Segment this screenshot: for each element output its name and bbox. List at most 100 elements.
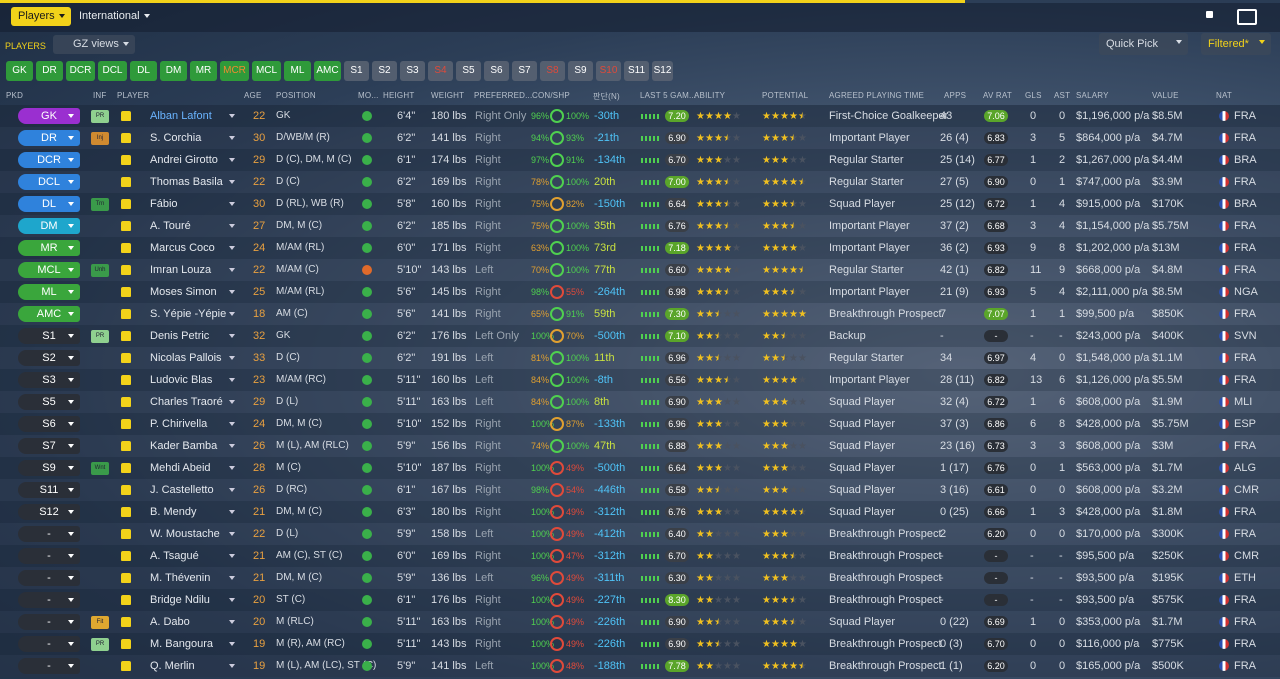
column-header[interactable]: POTENTIAL	[762, 91, 809, 100]
filter-button[interactable]: S9	[568, 61, 593, 81]
column-header[interactable]: AV RAT	[983, 91, 1012, 100]
filter-button[interactable]: S10	[596, 61, 621, 81]
filter-button[interactable]: DL	[130, 61, 157, 81]
player-name[interactable]: A. Dabo	[150, 616, 190, 628]
column-header[interactable]: NAT	[1216, 91, 1233, 100]
filter-button[interactable]: S1	[344, 61, 369, 81]
column-header[interactable]: PKD	[6, 91, 24, 100]
player-name[interactable]: Denis Petric	[150, 330, 210, 342]
quick-pick[interactable]: Quick Pick	[1099, 33, 1188, 55]
filter-button[interactable]: S8	[540, 61, 565, 81]
filter-button[interactable]: DCR	[66, 61, 95, 81]
column-header[interactable]: AGREED PLAYING TIME	[829, 91, 925, 100]
player-row[interactable]: AMC S. Yépie -Yépie 18 AM (C) 5'6" 141 lbs Rig…	[0, 303, 1280, 325]
pkd-badge[interactable]: S1	[18, 328, 80, 344]
pkd-badge[interactable]: S5	[18, 394, 80, 410]
filter-button[interactable]: MR	[190, 61, 217, 81]
pkd-badge[interactable]: ML	[18, 284, 80, 300]
column-header[interactable]: LAST 5 GAM...	[640, 91, 697, 100]
row-menu[interactable]	[229, 378, 235, 385]
pkd-badge[interactable]: S9	[18, 460, 80, 476]
pkd-badge[interactable]: GK	[18, 108, 80, 124]
player-row[interactable]: DR Inj S. Corchia 30 D/WB/M (R) 6'2" 141 lbs Ri…	[0, 127, 1280, 149]
player-name[interactable]: Andrei Girotto	[150, 154, 218, 166]
player-name[interactable]: Kader Bamba	[150, 440, 218, 452]
player-row[interactable]: - Fit A. Dabo 20 M (RLC) 5'11" 163 lbs Right 100…	[0, 611, 1280, 633]
pkd-badge[interactable]: -	[18, 658, 80, 674]
row-menu[interactable]	[229, 510, 235, 517]
filter-button[interactable]: MCR	[220, 61, 249, 81]
player-row[interactable]: S6 P. Chirivella 24 DM, M (C) 5'10" 152 lbs Ri…	[0, 413, 1280, 435]
filter-button[interactable]: GK	[6, 61, 33, 81]
row-menu[interactable]	[229, 532, 235, 539]
tab[interactable]: International	[72, 7, 156, 26]
player-name[interactable]: Q. Merlin	[150, 660, 195, 672]
filter-button[interactable]: S3	[400, 61, 425, 81]
player-row[interactable]: MR Marcus Coco 24 M/AM (RL) 6'0" 171 lbs Right…	[0, 237, 1280, 259]
pkd-badge[interactable]: MR	[18, 240, 80, 256]
player-row[interactable]: S3 Ludovic Blas 23 M/AM (RC) 5'11" 160 lbs Lef…	[0, 369, 1280, 391]
row-menu[interactable]	[229, 224, 235, 231]
pkd-badge[interactable]: -	[18, 614, 80, 630]
column-header[interactable]: ABILITY	[694, 91, 726, 100]
pkd-badge[interactable]: DCL	[18, 174, 80, 190]
player-name[interactable]: B. Mendy	[150, 506, 197, 518]
club-icon[interactable]	[1237, 9, 1257, 25]
filter-button[interactable]: DM	[160, 61, 187, 81]
pkd-badge[interactable]: S11	[18, 482, 80, 498]
row-menu[interactable]	[229, 158, 235, 165]
column-header[interactable]: 판단(N)	[593, 92, 620, 101]
row-menu[interactable]	[229, 268, 235, 275]
player-row[interactable]: S9 Wnt Mehdi Abeid 28 M (C) 5'10" 187 lbs Right…	[0, 457, 1280, 479]
row-menu[interactable]	[229, 202, 235, 209]
player-row[interactable]: S12 B. Mendy 21 DM, M (C) 6'3" 180 lbs Right 10…	[0, 501, 1280, 523]
player-name[interactable]: Bridge Ndilu	[150, 594, 210, 606]
player-row[interactable]: DM A. Touré 27 DM, M (C) 6'2" 185 lbs Right 75%…	[0, 215, 1280, 237]
column-header[interactable]: AGE	[244, 91, 262, 100]
player-name[interactable]: Nicolas Pallois	[150, 352, 222, 364]
row-menu[interactable]	[229, 400, 235, 407]
pkd-badge[interactable]: -	[18, 570, 80, 586]
player-name[interactable]: Fábio	[150, 198, 178, 210]
column-header[interactable]: VALUE	[1152, 91, 1179, 100]
column-header[interactable]: GLS	[1025, 91, 1042, 100]
player-name[interactable]: Charles Traoré	[150, 396, 223, 408]
column-header[interactable]: HEIGHT	[383, 91, 415, 100]
pkd-badge[interactable]: -	[18, 526, 80, 542]
player-name[interactable]: S. Corchia	[150, 132, 202, 144]
pkd-badge[interactable]: -	[18, 592, 80, 608]
row-menu[interactable]	[229, 312, 235, 319]
player-row[interactable]: MCL Unh Imran Louza 22 M/AM (C) 5'10" 143 lbs L…	[0, 259, 1280, 281]
pkd-badge[interactable]: -	[18, 636, 80, 652]
player-row[interactable]: - Q. Merlin 19 M (L), AM (LC), ST (C) 5'9" 14…	[0, 655, 1280, 677]
player-name[interactable]: M. Bangoura	[150, 638, 213, 650]
column-header[interactable]: APPS	[944, 91, 967, 100]
tab[interactable]: Players	[11, 7, 71, 26]
row-menu[interactable]	[229, 488, 235, 495]
row-menu[interactable]	[229, 136, 235, 143]
view-select[interactable]: GZ views	[53, 35, 135, 54]
filter-select[interactable]: Filtered*	[1201, 33, 1271, 55]
row-menu[interactable]	[229, 598, 235, 605]
player-row[interactable]: S5 Charles Traoré 29 D (L) 5'11" 163 lbs Left 8…	[0, 391, 1280, 413]
player-name[interactable]: Moses Simon	[150, 286, 217, 298]
filter-button[interactable]: S11	[624, 61, 649, 81]
row-menu[interactable]	[229, 444, 235, 451]
player-row[interactable]: GK PR Alban Lafont 22 GK 6'4" 180 lbs Right Onl…	[0, 105, 1280, 127]
filter-button[interactable]: ML	[284, 61, 311, 81]
player-row[interactable]: DCR Andrei Girotto 29 D (C), DM, M (C) 6'1" 1…	[0, 149, 1280, 171]
lock-icon[interactable]	[1206, 11, 1213, 18]
pkd-badge[interactable]: DM	[18, 218, 80, 234]
row-menu[interactable]	[229, 620, 235, 627]
player-name[interactable]: Mehdi Abeid	[150, 462, 211, 474]
player-name[interactable]: J. Castelletto	[150, 484, 214, 496]
filter-button[interactable]: S5	[456, 61, 481, 81]
row-menu[interactable]	[229, 180, 235, 187]
pkd-badge[interactable]: S2	[18, 350, 80, 366]
row-menu[interactable]	[229, 246, 235, 253]
filter-button[interactable]: S4	[428, 61, 453, 81]
player-name[interactable]: A. Tsagué	[150, 550, 199, 562]
player-row[interactable]: DL Trn Fábio 30 D (RL), WB (R) 5'8" 160 lbs Rig…	[0, 193, 1280, 215]
filter-button[interactable]: AMC	[314, 61, 341, 81]
player-name[interactable]: Marcus Coco	[150, 242, 215, 254]
